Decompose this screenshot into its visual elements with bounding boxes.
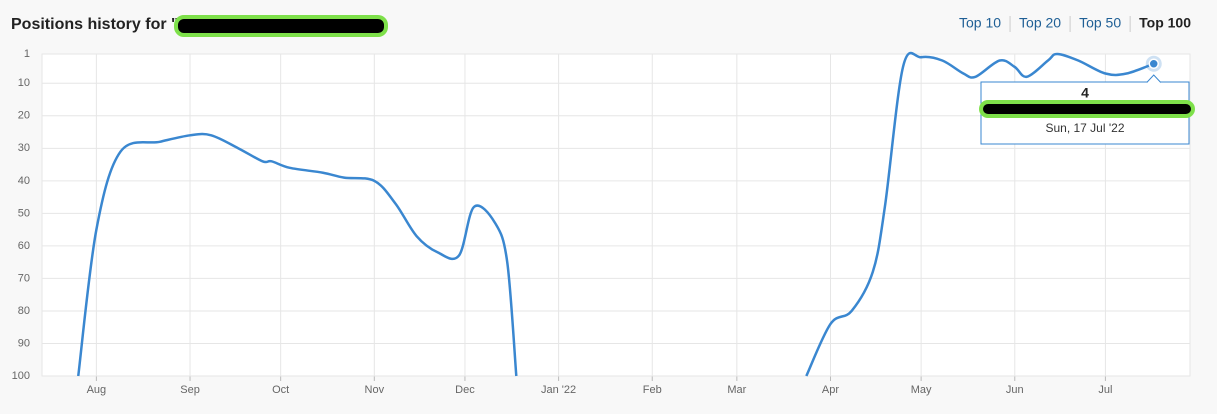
x-tick-label: Oct <box>272 384 289 396</box>
y-tick-label: 80 <box>18 305 30 317</box>
x-tick-label: Jun <box>1006 384 1024 396</box>
plot-border <box>41 53 1191 377</box>
tab[interactable]: Top 20 <box>1019 15 1061 31</box>
y-tick-label: 50 <box>18 207 30 219</box>
x-tick-label: Nov <box>365 384 385 396</box>
tooltip: 4 Sun, 17 Jul '22 <box>979 55 1195 145</box>
y-tick-label: 100 <box>12 370 30 382</box>
y-tick-label: 40 <box>18 175 30 187</box>
redacted <box>979 100 1195 118</box>
redacted <box>174 15 388 37</box>
y-tick-label: 60 <box>18 240 30 252</box>
tab[interactable]: Top 100 <box>1139 15 1191 31</box>
x-tick-label: Sep <box>180 384 200 396</box>
x-tick-label: Aug <box>87 384 107 396</box>
y-tick-label: 70 <box>18 272 30 284</box>
tooltip-date: Sun, 17 Jul '22 <box>1045 121 1124 135</box>
x-tick-label: Apr <box>822 384 839 396</box>
y-tick-label: 30 <box>18 142 30 154</box>
x-tick-label: Dec <box>455 384 475 396</box>
tabs: Top 100 Top 50 Top 20 Top 10 <box>959 15 1191 32</box>
tab[interactable]: Top 50 <box>1079 15 1121 31</box>
x-tick-label: Jan '22 <box>541 384 576 396</box>
lines <box>77 51 1155 377</box>
tooltip-value: 4 <box>1081 85 1089 101</box>
x-tick-label: Mar <box>727 384 746 396</box>
x-tick-label: Jul <box>1098 384 1112 396</box>
title: Positions history for " <box>11 16 179 33</box>
x-tick-label: Feb <box>643 384 662 396</box>
y-tick-label: 90 <box>18 337 30 349</box>
y-tick-label: 10 <box>18 77 30 89</box>
y-tick-label: 20 <box>18 110 30 122</box>
highlight-point <box>1148 58 1159 70</box>
y-tick-label: 1 <box>24 48 30 60</box>
tab[interactable]: Top 10 <box>959 15 1001 31</box>
line <box>77 132 518 377</box>
line <box>805 51 1155 377</box>
tooltip-arrow <box>1146 74 1162 83</box>
x-tick-label: May <box>911 384 932 396</box>
